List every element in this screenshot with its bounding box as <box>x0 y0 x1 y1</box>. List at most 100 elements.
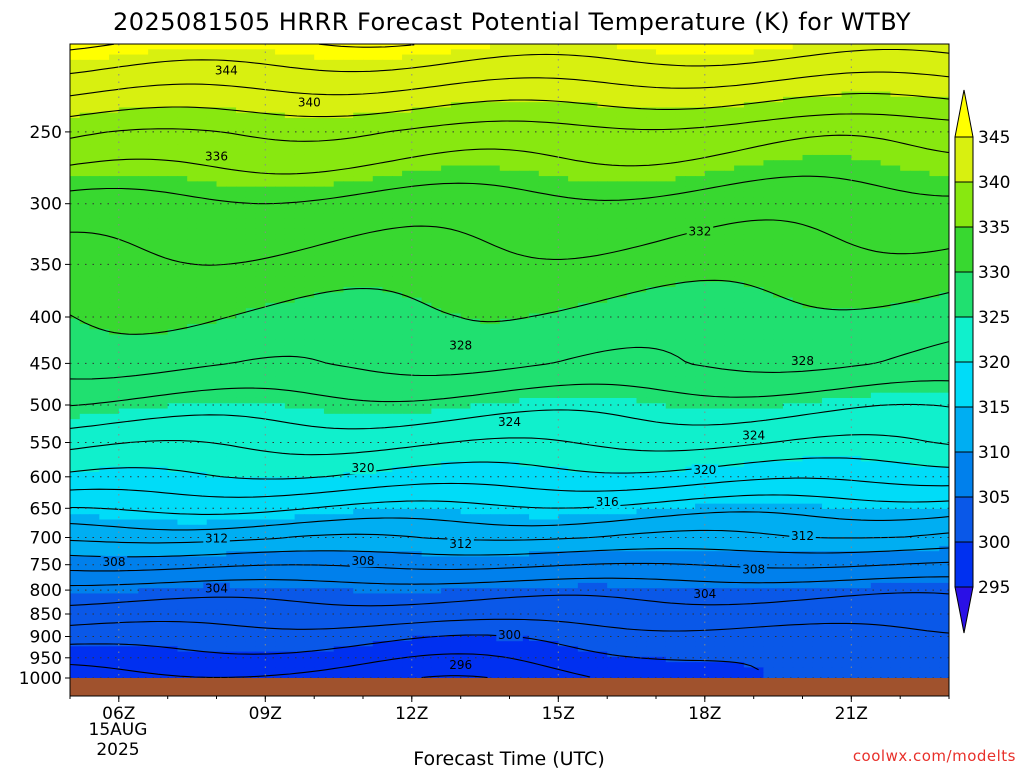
field-cell <box>333 276 345 283</box>
field-cell <box>236 133 247 140</box>
field-cell <box>861 228 872 235</box>
field-cell <box>421 234 432 241</box>
field-cell <box>626 91 638 98</box>
field-cell <box>822 265 833 272</box>
field-cell <box>529 276 540 283</box>
field-cell <box>89 255 100 262</box>
field-cell <box>304 239 315 246</box>
field-cell <box>265 176 276 182</box>
field-cell <box>304 334 315 341</box>
field-cell <box>79 49 91 56</box>
field-cell <box>548 133 559 140</box>
field-cell <box>128 75 139 82</box>
field-cell <box>431 65 442 72</box>
field-cell <box>782 271 794 278</box>
field-cell <box>109 313 120 320</box>
field-cell <box>255 223 266 230</box>
field-cell <box>519 91 530 98</box>
field-cell <box>196 107 208 114</box>
field-cell <box>255 207 266 214</box>
field-cell <box>704 250 716 256</box>
field-cell <box>323 313 335 320</box>
field-cell <box>441 181 452 188</box>
field-cell <box>411 181 423 188</box>
field-cell <box>431 292 442 299</box>
field-cell <box>509 186 520 193</box>
field-cell <box>421 260 432 267</box>
field-cell <box>714 133 725 140</box>
field-cell <box>782 154 794 161</box>
field-cell <box>402 128 413 135</box>
field-cell <box>148 207 159 214</box>
field-cell <box>177 107 188 114</box>
field-cell <box>900 239 911 246</box>
field-cell <box>148 218 159 225</box>
field-cell <box>294 334 305 341</box>
field-cell <box>382 265 393 272</box>
field-cell <box>460 176 472 182</box>
field-cell <box>255 271 266 278</box>
field-cell <box>851 128 862 135</box>
field-cell <box>773 80 784 87</box>
field-cell <box>831 181 843 188</box>
field-cell <box>841 149 852 156</box>
field-cell <box>626 154 638 161</box>
field-cell <box>441 329 452 336</box>
field-cell <box>196 139 208 145</box>
field-cell <box>89 239 100 246</box>
field-cell <box>148 244 159 251</box>
field-cell <box>177 250 188 256</box>
field-cell <box>802 70 813 77</box>
field-cell <box>568 133 579 140</box>
field-cell <box>558 176 569 182</box>
field-cell <box>89 329 100 336</box>
field-cell <box>79 91 91 98</box>
field-cell <box>128 107 139 114</box>
field-cell <box>587 70 598 77</box>
field-cell <box>763 265 774 272</box>
field-cell <box>792 239 804 246</box>
field-cell <box>226 96 237 103</box>
field-cell <box>665 265 677 272</box>
field-cell <box>724 86 735 93</box>
field-cell <box>431 70 442 77</box>
field-cell <box>782 191 794 198</box>
field-cell <box>568 308 579 315</box>
field-cell <box>870 91 882 98</box>
field-cell <box>665 54 677 61</box>
field-cell <box>489 281 501 288</box>
field-cell <box>812 59 823 66</box>
field-cell <box>138 234 149 241</box>
field-cell <box>245 139 257 145</box>
field-cell <box>636 86 647 93</box>
field-cell <box>870 128 882 135</box>
field-cell <box>148 265 159 272</box>
field-cell <box>743 302 755 309</box>
field-cell <box>929 197 940 204</box>
field-cell <box>831 207 843 214</box>
field-cell <box>695 65 706 72</box>
field-cell <box>656 287 667 293</box>
field-cell <box>773 281 784 288</box>
field-cell <box>431 260 442 267</box>
field-cell <box>675 154 686 161</box>
field-cell <box>275 276 286 283</box>
field-cell <box>470 334 481 341</box>
field-cell <box>548 250 559 256</box>
field-cell <box>519 123 530 130</box>
field-cell <box>773 117 784 124</box>
field-cell <box>148 133 159 140</box>
field-cell <box>216 91 227 98</box>
field-cell <box>372 191 384 198</box>
field-cell <box>177 133 188 140</box>
field-cell <box>79 313 91 320</box>
field-cell <box>812 234 823 241</box>
field-cell <box>607 218 618 225</box>
field-cell <box>909 139 921 145</box>
field-cell <box>900 329 911 336</box>
field-cell <box>343 181 354 188</box>
field-cell <box>226 329 237 336</box>
field-cell <box>587 112 598 119</box>
field-cell <box>695 59 706 66</box>
field-cell <box>460 287 472 293</box>
